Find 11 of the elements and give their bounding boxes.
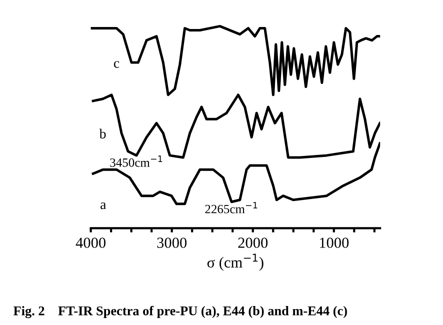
- annotation: 2265cm$^{−1}$: [205, 202, 258, 214]
- x-tick-label: 3000: [157, 238, 187, 248]
- series-label: b: [99, 128, 106, 138]
- x-tick-label: 4000: [76, 238, 106, 248]
- x-tick-label: 2000: [238, 238, 268, 248]
- text: a: [100, 202, 106, 210]
- annotation: 3450cm$^{−1}$: [110, 156, 162, 167]
- x-axis-title: σ (cm$^{−1}$): [207, 254, 264, 271]
- x-tick-label: 1000: [320, 238, 349, 248]
- series-label: c: [114, 61, 120, 68]
- caption: Fig. 2 FT-IR Spectra of pre-PU (a), E44 (b) and m-E44 (c): [14, 306, 347, 318]
